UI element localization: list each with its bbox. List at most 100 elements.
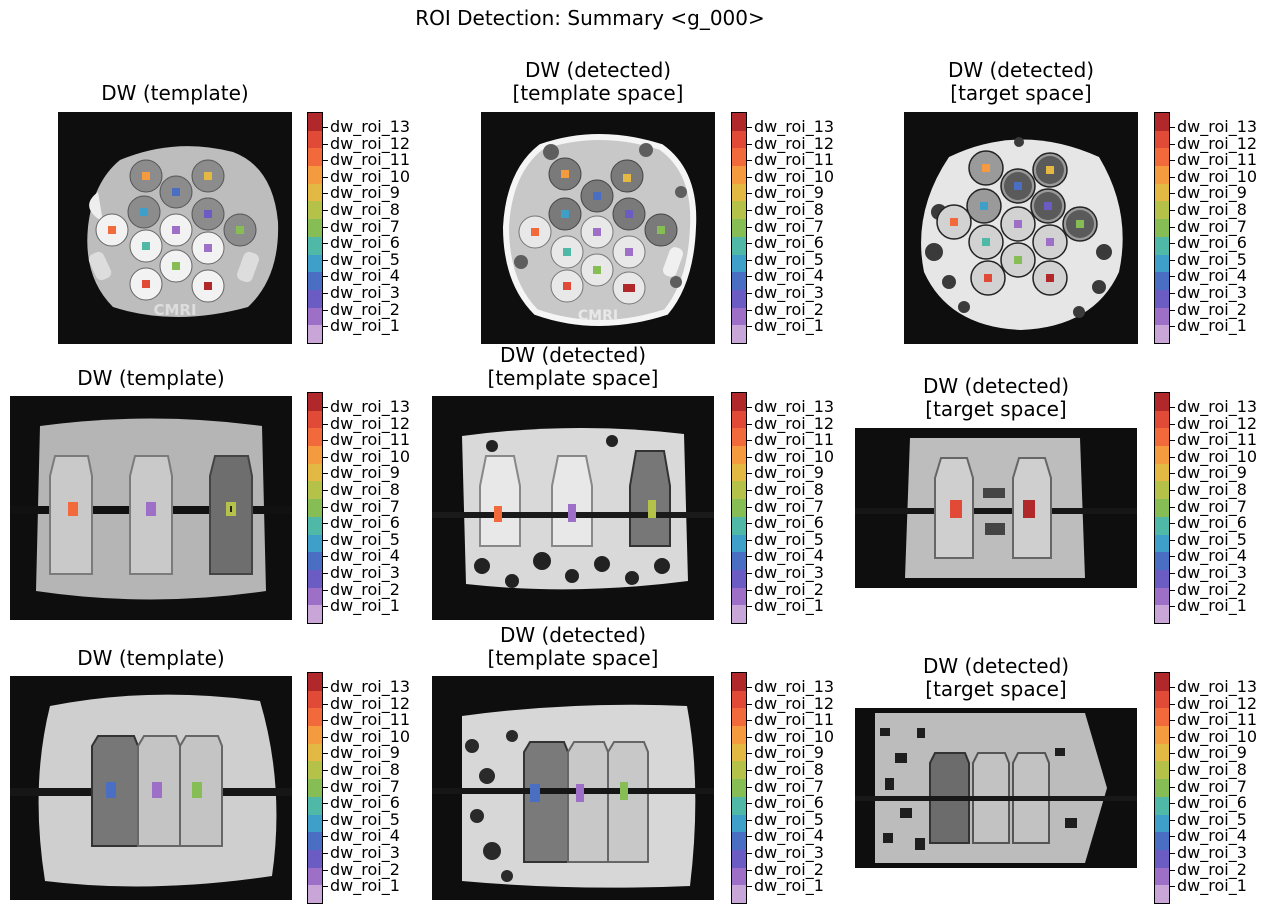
colorbar-tick-label: dw_roi_9	[1169, 465, 1257, 482]
colorbar-tick-label: dw_roi_4	[322, 268, 410, 285]
colorbar-tick-label: dw_roi_5	[1169, 811, 1257, 829]
colorbar-tick-label: dw_roi_12	[746, 413, 835, 433]
colorbar-segment	[1155, 673, 1169, 691]
colorbar-segment	[308, 446, 322, 464]
colorbar-segment	[1155, 446, 1169, 464]
colorbar-tick-label: dw_roi_3	[746, 564, 834, 582]
colorbar-segment	[1155, 254, 1169, 273]
colorbar-tick-label: dw_roi_2	[746, 581, 834, 599]
colorbar-tick-label: dw_roi_8	[1169, 761, 1257, 779]
colorbar-tick-label: dw_roi_8	[746, 201, 834, 219]
colorbar-tick-label: dw_roi_5	[1169, 251, 1257, 269]
colorbar-segment	[308, 779, 322, 797]
colorbar-segment	[308, 796, 322, 815]
colorbar-r1c3	[1154, 112, 1170, 344]
colorbar-segment	[1155, 289, 1169, 308]
colorbar-tick-label: dw_roi_10	[746, 166, 835, 186]
colorbar-tick-label: dw_roi_3	[746, 844, 834, 862]
colorbar-tick-label: dw_roi_1	[1169, 598, 1257, 615]
colorbar-labels: dw_roi_13 dw_roi_12 dw_roi_11 dw_roi_10 dw_r…	[1169, 117, 1258, 335]
colorbar-tick-label: dw_roi_13	[746, 397, 835, 416]
colorbar-segment	[1155, 796, 1169, 815]
colorbar-tick-label: dw_roi_11	[746, 710, 835, 730]
colorbar-segment	[732, 499, 746, 517]
colorbar-segment	[732, 272, 746, 290]
colorbar-r3c1	[307, 672, 323, 904]
colorbar-segment	[732, 534, 746, 553]
colorbar-segment	[732, 587, 746, 606]
colorbar-segment	[732, 690, 746, 709]
colorbar-tick-label: dw_roi_11	[322, 150, 411, 170]
colorbar-segment	[732, 673, 746, 691]
colorbar-segment	[732, 446, 746, 464]
colorbar-tick-label: dw_roi_7	[746, 218, 834, 236]
colorbar-segment	[732, 183, 746, 202]
colorbar-segment	[732, 761, 746, 780]
colorbar-segment	[732, 726, 746, 744]
colorbar-tick-label: dw_roi_13	[746, 117, 835, 136]
colorbar-tick-label: dw_roi_4	[746, 268, 834, 285]
colorbar-segment	[1155, 726, 1169, 744]
colorbar-segment	[308, 481, 322, 500]
colorbar-tick-label: dw_roi_4	[322, 548, 410, 565]
colorbar-segment	[1155, 428, 1169, 447]
colorbar-tick-label: dw_roi_12	[1169, 413, 1258, 433]
colorbar-tick-label: dw_roi_2	[1169, 301, 1257, 319]
colorbar-tick-label: dw_roi_3	[322, 284, 410, 302]
colorbar-tick-label: dw_roi_9	[746, 745, 834, 762]
colorbar-tick-label: dw_roi_13	[1169, 117, 1258, 136]
colorbar-tick-label: dw_roi_6	[322, 515, 410, 532]
colorbar-tick-label: dw_roi_9	[1169, 745, 1257, 762]
colorbar-segment	[1155, 552, 1169, 570]
colorbar-tick-label: dw_roi_12	[322, 693, 411, 713]
colorbar-segment	[732, 148, 746, 167]
row2-detected-target-image	[855, 428, 1137, 588]
colorbar-segment	[1155, 307, 1169, 326]
colorbar-segment	[1155, 236, 1169, 255]
colorbar-tick-label: dw_roi_10	[322, 166, 411, 186]
colorbar-segment	[732, 393, 746, 411]
colorbar-segment	[1155, 814, 1169, 833]
colorbar-segment	[732, 130, 746, 149]
colorbar-tick-label: dw_roi_7	[322, 498, 410, 516]
figure-suptitle: ROI Detection: Summary <g_000>	[415, 6, 765, 30]
colorbar-tick-label: dw_roi_6	[322, 235, 410, 252]
colorbar-segment	[732, 814, 746, 833]
colorbar-segment	[308, 690, 322, 709]
colorbar-tick-label: dw_roi_11	[322, 710, 411, 730]
row1-detected-template-image: CMRI	[481, 112, 715, 344]
colorbar-tick-label: dw_roi_1	[322, 318, 410, 335]
colorbar-segment	[732, 463, 746, 482]
colorbar-labels: dw_roi_13 dw_roi_12 dw_roi_11 dw_roi_10 dw_r…	[1169, 398, 1258, 615]
colorbar-tick-label: dw_roi_6	[746, 795, 834, 812]
colorbar-tick-label: dw_roi_6	[1169, 235, 1257, 252]
colorbar-segment	[308, 743, 322, 762]
colorbar-segment	[732, 552, 746, 570]
colorbar-tick-label: dw_roi_11	[746, 150, 835, 170]
colorbar-labels: dw_roi_13 dw_roi_12 dw_roi_11 dw_roi_10 dw_r…	[322, 398, 410, 615]
colorbar-r3c2	[731, 672, 747, 904]
colorbar-segment	[308, 708, 322, 727]
colorbar-tick-label: dw_roi_6	[746, 235, 834, 252]
row3-template-image	[10, 676, 292, 900]
colorbar-tick-label: dw_roi_8	[322, 201, 410, 219]
colorbar-tick-label: dw_roi_12	[1169, 693, 1258, 713]
colorbar-tick-label: dw_roi_8	[1169, 201, 1257, 219]
colorbar-tick-label: dw_roi_10	[1169, 726, 1258, 746]
colorbar-tick-label: dw_roi_1	[746, 878, 834, 895]
colorbar-segment	[308, 289, 322, 308]
colorbar-segment	[308, 410, 322, 429]
colorbar-segment	[1155, 743, 1169, 762]
row3-detected-template-image	[432, 676, 714, 900]
colorbar-segment	[1155, 113, 1169, 131]
colorbar-segment	[308, 166, 322, 184]
colorbar-r2c3	[1154, 392, 1170, 624]
colorbar-segment	[1155, 849, 1169, 868]
colorbar-tick-label: dw_roi_5	[746, 811, 834, 829]
colorbar-segment	[1155, 516, 1169, 535]
colorbar-segment	[732, 779, 746, 797]
colorbar-segment	[308, 393, 322, 411]
phantom-logo-text: CMRI	[153, 301, 196, 319]
colorbar-segment	[308, 463, 322, 482]
colorbar-segment	[732, 605, 746, 623]
